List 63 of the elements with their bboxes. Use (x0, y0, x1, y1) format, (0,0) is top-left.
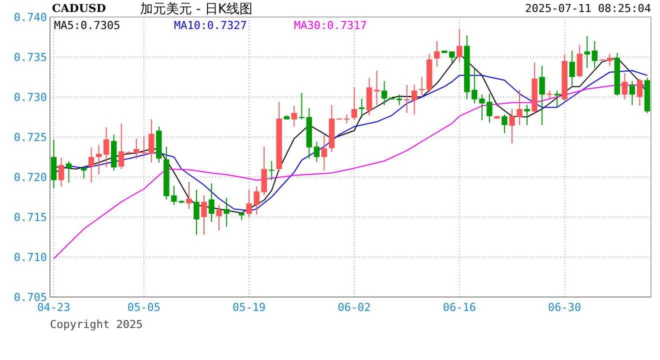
candlestick (539, 65, 545, 126)
candlestick (502, 114, 508, 134)
y-tick-label: 0.730 (14, 90, 47, 104)
candlestick (636, 78, 643, 106)
x-tick-label: 06-02 (338, 301, 371, 314)
candlestick (291, 105, 298, 128)
candlestick (118, 122, 124, 170)
chart-subtitle: CADUSD (52, 2, 106, 15)
candlestick (592, 40, 598, 69)
y-tick-label: 0.715 (14, 210, 47, 224)
y-tick-label: 0.740 (14, 10, 47, 24)
candlestick (404, 84, 410, 114)
candlestick (298, 92, 305, 120)
y-tick-label: 0.710 (14, 250, 47, 264)
candlestick (88, 146, 94, 184)
y-tick-label: 0.705 (14, 290, 47, 304)
candlestick (80, 166, 87, 180)
candlestick (629, 80, 636, 106)
candlestick (134, 138, 140, 160)
y-tick-label: 0.720 (14, 170, 47, 184)
candlestick (569, 50, 575, 86)
candlestick (381, 80, 388, 106)
candlestick (314, 141, 320, 162)
candlestick (554, 90, 560, 108)
candlestick (50, 138, 57, 189)
x-tick-label: 06-30 (548, 301, 582, 314)
y-tick-label: 0.725 (14, 130, 47, 144)
candlestick (584, 36, 590, 69)
text: Copyright 2025 (50, 318, 143, 331)
x-tick-label: 05-19 (232, 301, 266, 314)
candlestick (606, 53, 613, 66)
y-tick-label: 0.735 (14, 50, 47, 64)
candlestick (321, 134, 328, 172)
candlestick (412, 84, 418, 116)
text: MA10:0.7327 (174, 19, 247, 32)
candlestick (434, 40, 440, 68)
x-tick-label: 04-23 (37, 301, 70, 314)
candlestick (344, 114, 350, 124)
candlestick (96, 144, 102, 176)
candlestick (261, 146, 267, 196)
x-tick-label: 05-05 (127, 301, 160, 314)
candlestick (456, 28, 462, 62)
candlestick (58, 157, 64, 188)
candlestick (268, 160, 274, 181)
candlestick (622, 72, 628, 100)
candlestick (201, 194, 207, 236)
text: MA5:0.7305 (54, 19, 120, 32)
chart-title: 加元美元 - 日K线图 (140, 1, 252, 17)
candlestick (224, 197, 230, 228)
candlestick (208, 182, 214, 222)
candlestick (103, 126, 110, 168)
candlestick (419, 76, 425, 96)
candlestick (186, 181, 192, 210)
text: MA30:0.7317 (294, 19, 367, 32)
text: 2025-07-11 08:25:04 (525, 2, 652, 15)
candlestick (66, 160, 72, 184)
candlestick (351, 86, 358, 121)
candlestick (194, 189, 200, 236)
candlestick (366, 77, 372, 116)
x-tick-label: 06-16 (442, 301, 476, 314)
candlestick (524, 104, 530, 126)
candlestick (576, 44, 582, 78)
candlestick (216, 204, 222, 232)
